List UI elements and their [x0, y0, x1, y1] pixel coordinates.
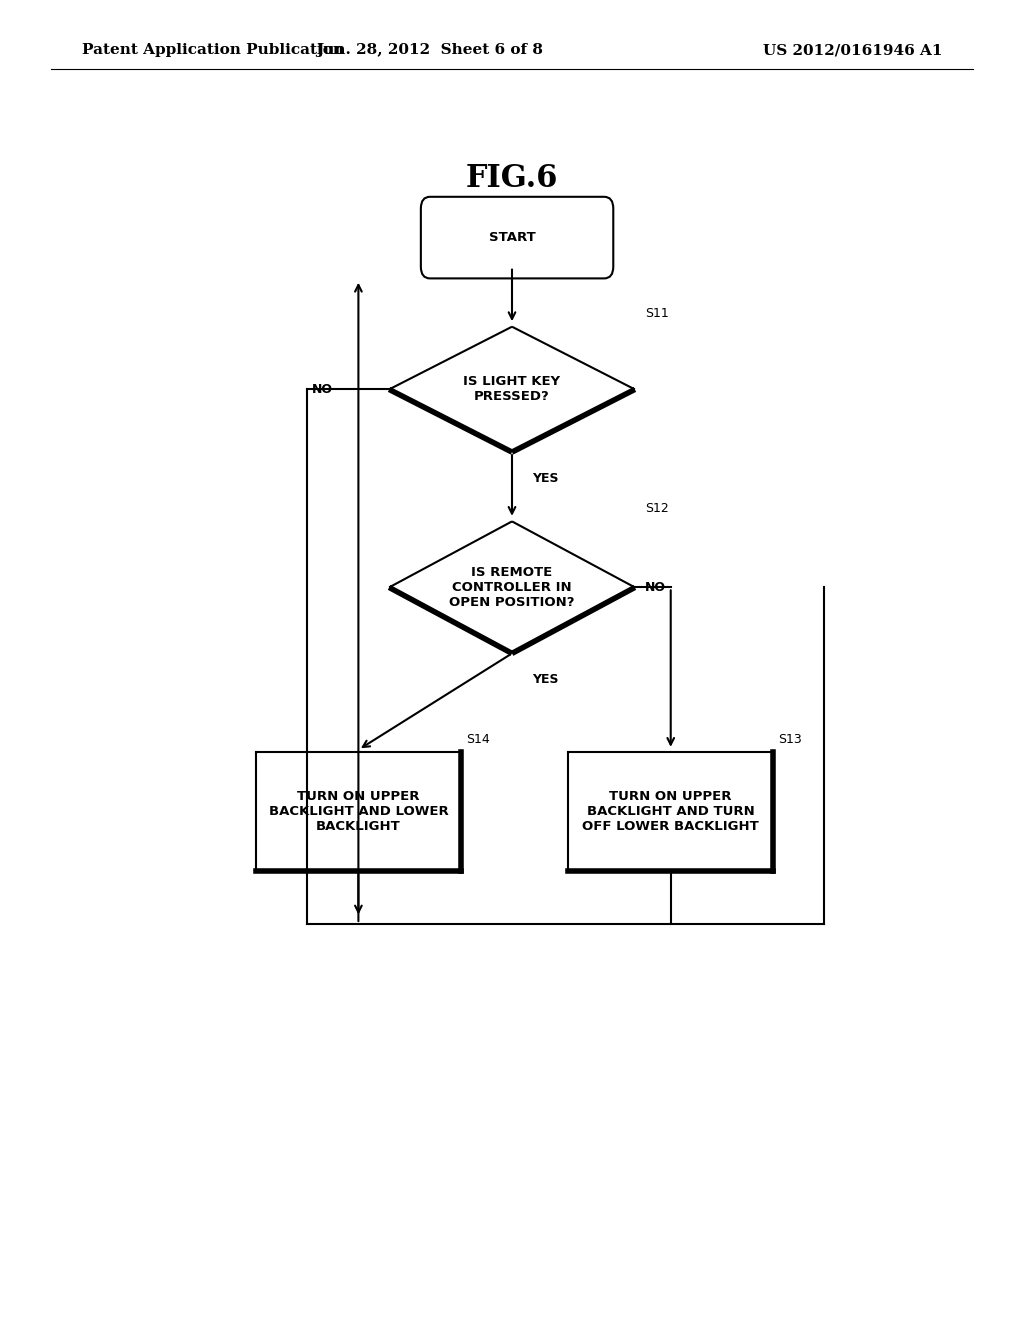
Text: FIG.6: FIG.6	[466, 162, 558, 194]
Text: IS REMOTE
CONTROLLER IN
OPEN POSITION?: IS REMOTE CONTROLLER IN OPEN POSITION?	[450, 566, 574, 609]
Text: YES: YES	[532, 473, 559, 484]
Text: NO: NO	[311, 383, 333, 396]
Text: Jun. 28, 2012  Sheet 6 of 8: Jun. 28, 2012 Sheet 6 of 8	[316, 44, 544, 57]
Text: S14: S14	[466, 733, 489, 746]
Text: US 2012/0161946 A1: US 2012/0161946 A1	[763, 44, 942, 57]
Text: S11: S11	[645, 308, 669, 321]
Text: START: START	[488, 231, 536, 244]
Text: S12: S12	[645, 502, 669, 515]
Text: S13: S13	[778, 733, 802, 746]
Text: TURN ON UPPER
BACKLIGHT AND TURN
OFF LOWER BACKLIGHT: TURN ON UPPER BACKLIGHT AND TURN OFF LOW…	[583, 791, 759, 833]
Text: IS LIGHT KEY
PRESSED?: IS LIGHT KEY PRESSED?	[464, 375, 560, 404]
Text: Patent Application Publication: Patent Application Publication	[82, 44, 344, 57]
Text: TURN ON UPPER
BACKLIGHT AND LOWER
BACKLIGHT: TURN ON UPPER BACKLIGHT AND LOWER BACKLI…	[268, 791, 449, 833]
FancyBboxPatch shape	[421, 197, 613, 279]
Text: NO: NO	[645, 581, 667, 594]
Text: YES: YES	[532, 673, 559, 686]
